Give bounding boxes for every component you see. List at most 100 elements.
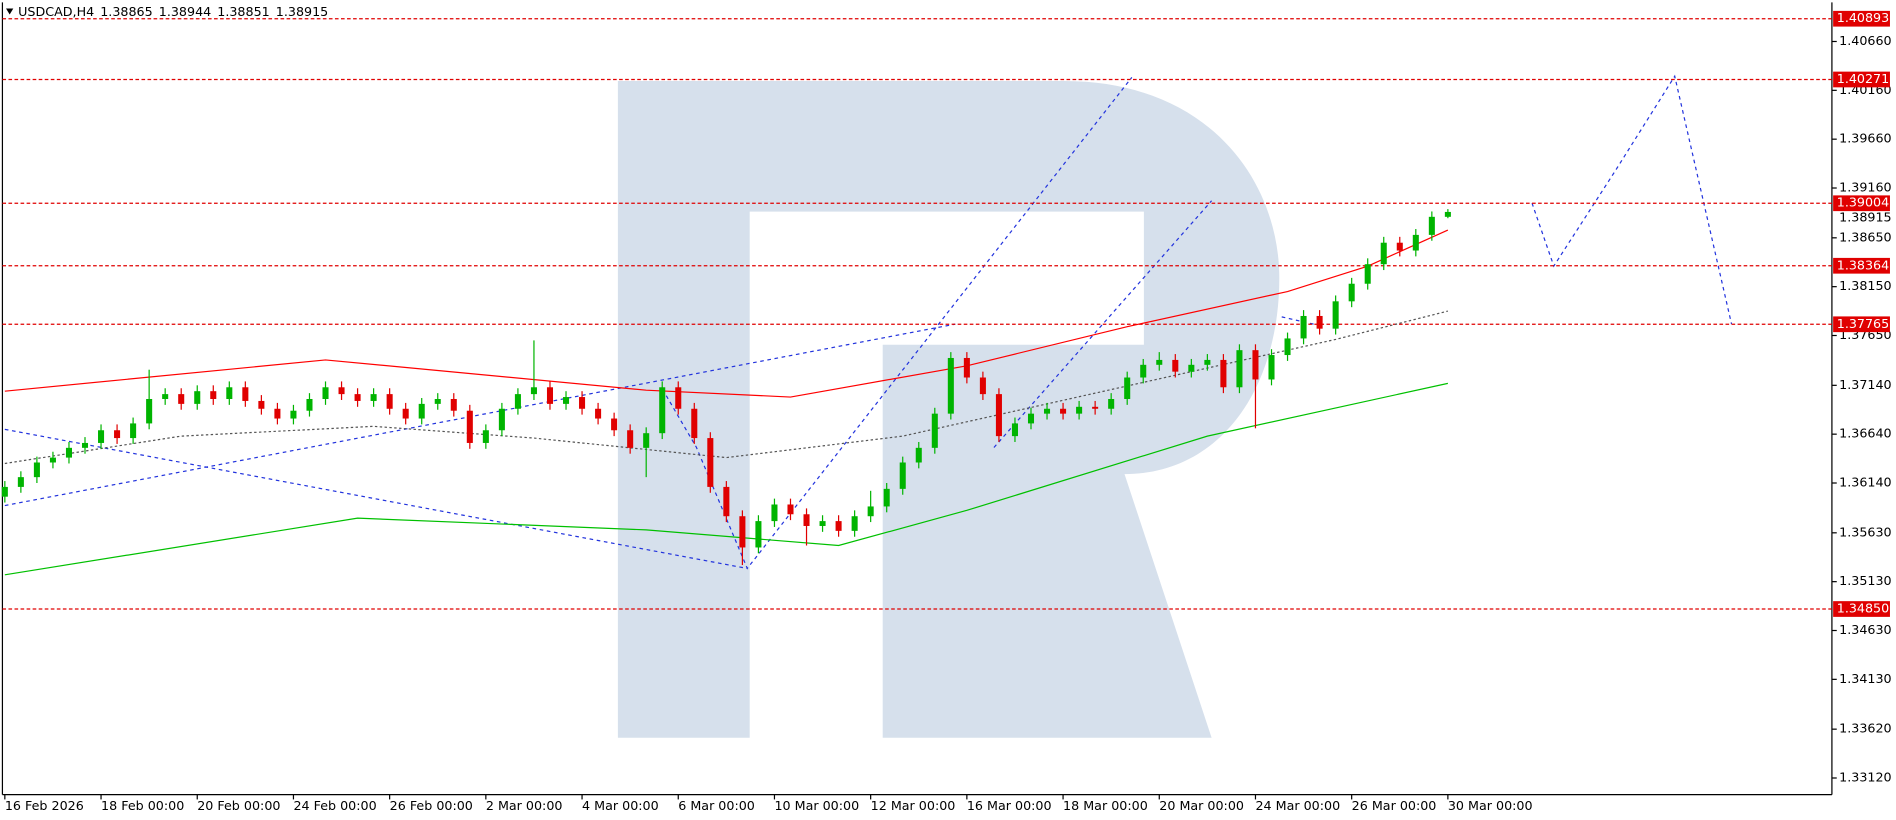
candle-body	[386, 394, 393, 409]
trend-drawings	[4, 74, 1733, 570]
candle-body	[338, 387, 345, 395]
x-tick-label: 30 Mar 00:00	[1448, 798, 1533, 813]
candle-body	[466, 410, 473, 443]
level-label-box	[1833, 601, 1890, 617]
candle-body	[1156, 359, 1163, 365]
last-open: 1.38865	[100, 4, 152, 19]
candle-body	[98, 430, 105, 443]
candle-body	[1236, 350, 1243, 388]
level-label-box	[1833, 316, 1890, 333]
y-tick-label: 1.35130	[1839, 573, 1891, 588]
y-tick-label: 1.37140	[1839, 377, 1891, 392]
candle-body	[1364, 264, 1371, 284]
x-tick-label: 26 Mar 00:00	[1352, 798, 1437, 813]
candle-body	[242, 387, 249, 401]
candle-body	[819, 521, 826, 526]
x-tick-label: 20 Mar 00:00	[1159, 798, 1244, 813]
candle-body	[1060, 408, 1067, 414]
level-label-box	[1833, 10, 1890, 27]
candle-body	[498, 408, 505, 431]
y-tick-label: 1.33120	[1839, 769, 1891, 784]
y-tick-label: 1.39660	[1839, 131, 1891, 146]
y-tick-label: 1.36140	[1839, 475, 1891, 490]
candle-body	[995, 394, 1002, 437]
level-label: 1.39004	[1837, 195, 1889, 210]
candle-body	[146, 398, 153, 424]
candle-body	[947, 357, 954, 414]
candle-body	[1027, 413, 1035, 424]
x-tick-label: 6 Mar 00:00	[678, 798, 755, 813]
candle-body	[643, 433, 650, 448]
candle-body	[771, 504, 778, 522]
candle-body	[931, 413, 938, 448]
candle-body	[883, 488, 890, 507]
last-low: 1.38851	[217, 4, 269, 19]
candle-body	[258, 400, 265, 409]
candle-body	[1172, 359, 1179, 372]
candle-body	[1300, 315, 1307, 339]
candle-body	[1204, 359, 1211, 365]
candle-body	[1076, 406, 1083, 414]
candle-body	[1108, 398, 1115, 409]
candle-body	[627, 430, 634, 448]
x-tick-label: 12 Mar 00:00	[871, 798, 956, 813]
candle-body	[546, 387, 554, 404]
x-tick-label: 16 Feb 2026	[5, 798, 84, 813]
candle-body	[1444, 211, 1451, 217]
x-tick-label: 2 Mar 00:00	[486, 798, 563, 813]
candle-body	[595, 408, 602, 419]
forecast-path	[1531, 74, 1733, 325]
candle-body	[915, 447, 922, 463]
candle-body	[1011, 423, 1018, 437]
candle-body	[81, 442, 89, 448]
candle-body	[322, 387, 329, 399]
candle-body	[1284, 338, 1291, 356]
candle-body	[1412, 234, 1419, 251]
candle-body	[130, 423, 137, 439]
x-tick-label: 10 Mar 00:00	[774, 798, 859, 813]
candle-body	[899, 462, 906, 489]
candle-body	[1380, 242, 1387, 265]
candle-body	[739, 516, 746, 548]
last-high: 1.38944	[159, 4, 211, 19]
candle-body	[851, 516, 858, 531]
candle-body	[1092, 406, 1099, 409]
candle-body	[1268, 355, 1275, 380]
candle-body	[835, 521, 842, 531]
candle-body	[114, 430, 121, 439]
y-tick-label: 1.33620	[1839, 721, 1891, 736]
candle-body	[1124, 377, 1131, 399]
candle-body	[562, 397, 570, 404]
current-price-label: 1.38915	[1839, 209, 1891, 224]
y-tick-label: 1.34130	[1839, 671, 1891, 686]
candle-body	[370, 394, 377, 401]
candle-body	[514, 394, 521, 409]
x-tick-label: 18 Mar 00:00	[1063, 798, 1148, 813]
level-label: 1.37765	[1837, 316, 1889, 331]
last-close: 1.38915	[276, 4, 328, 19]
y-tick-label: 1.38650	[1839, 229, 1891, 244]
candle-body	[274, 408, 281, 419]
x-tick-label: 4 Mar 00:00	[582, 798, 659, 813]
candle-body	[482, 430, 489, 443]
candle-body	[675, 387, 682, 409]
candle-body	[803, 514, 810, 526]
candle-body	[723, 486, 730, 517]
candle-body	[979, 377, 986, 395]
candle-body	[707, 438, 714, 487]
candle-body	[579, 397, 586, 409]
candle-body	[787, 504, 794, 515]
x-tick-label: 20 Feb 00:00	[197, 798, 280, 813]
candle-body	[354, 394, 361, 401]
candle-body	[1044, 408, 1051, 414]
trend-line	[662, 77, 1133, 570]
x-tick-label: 26 Feb 00:00	[390, 798, 473, 813]
level-label: 1.38364	[1837, 257, 1889, 272]
y-tick-label: 1.36640	[1839, 426, 1891, 441]
menu-arrow[interactable]	[6, 8, 14, 15]
candle-body	[178, 394, 185, 404]
x-tick-label: 18 Feb 00:00	[101, 798, 184, 813]
candle-body	[290, 410, 297, 419]
candle-body	[1428, 216, 1435, 235]
